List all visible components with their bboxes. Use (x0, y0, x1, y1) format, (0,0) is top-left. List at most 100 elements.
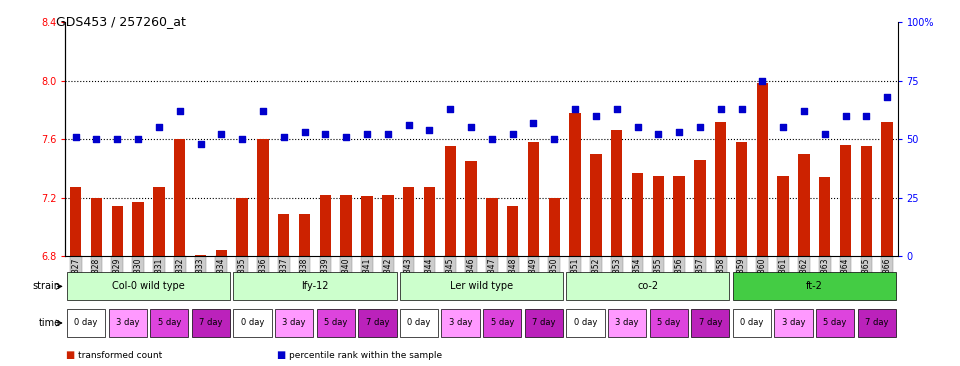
Point (214, 131, 229, 137)
Text: 5 day: 5 day (824, 318, 847, 328)
Bar (819, 177, 830, 256)
Point (109, 136, 125, 142)
FancyBboxPatch shape (192, 309, 230, 337)
FancyBboxPatch shape (650, 309, 688, 337)
Bar (590, 154, 602, 256)
Point (546, 136, 562, 142)
FancyBboxPatch shape (442, 309, 480, 337)
Point (838, 113, 853, 119)
FancyBboxPatch shape (566, 272, 730, 300)
FancyBboxPatch shape (67, 272, 230, 300)
Bar (881, 122, 893, 256)
Text: 0 day: 0 day (407, 318, 431, 328)
Bar (632, 173, 643, 256)
Bar (195, 255, 206, 256)
Point (297, 129, 312, 135)
Bar (154, 187, 164, 256)
FancyBboxPatch shape (233, 272, 396, 300)
Bar (70, 187, 82, 256)
Bar (756, 83, 768, 256)
Text: 0 day: 0 day (740, 318, 763, 328)
Bar (548, 198, 560, 256)
Bar (735, 142, 747, 256)
Text: 5 day: 5 day (491, 318, 514, 328)
Bar (341, 195, 352, 256)
Point (152, 124, 167, 130)
Bar (694, 160, 706, 256)
Bar (653, 176, 664, 256)
Text: 5 day: 5 day (657, 318, 681, 328)
Bar (799, 154, 809, 256)
Point (255, 108, 271, 114)
Point (713, 106, 729, 112)
FancyBboxPatch shape (358, 309, 396, 337)
Point (401, 122, 417, 128)
Bar (361, 196, 372, 256)
FancyBboxPatch shape (233, 309, 272, 337)
Bar (382, 195, 394, 256)
FancyBboxPatch shape (608, 309, 646, 337)
Bar (486, 198, 497, 256)
FancyBboxPatch shape (275, 309, 313, 337)
Bar (423, 187, 435, 256)
FancyBboxPatch shape (525, 309, 563, 337)
Point (692, 124, 708, 130)
Point (505, 131, 520, 137)
Bar (216, 250, 228, 256)
Text: 7 day: 7 day (532, 318, 556, 328)
Text: lfy-12: lfy-12 (301, 281, 328, 291)
Text: 0 day: 0 day (75, 318, 98, 328)
Point (526, 120, 541, 126)
Point (817, 131, 832, 137)
Point (671, 129, 686, 135)
FancyBboxPatch shape (732, 272, 896, 300)
Text: time: time (38, 318, 60, 328)
FancyBboxPatch shape (732, 309, 771, 337)
Point (630, 124, 645, 130)
Text: 3 day: 3 day (116, 318, 139, 328)
Text: 7 day: 7 day (366, 318, 389, 328)
Point (131, 136, 146, 142)
Text: 7 day: 7 day (199, 318, 223, 328)
FancyBboxPatch shape (816, 309, 854, 337)
Point (651, 131, 666, 137)
FancyBboxPatch shape (566, 309, 605, 337)
FancyBboxPatch shape (108, 309, 147, 337)
Point (89, 136, 105, 142)
Point (276, 134, 292, 140)
Point (879, 94, 895, 100)
Text: 7 day: 7 day (699, 318, 722, 328)
Text: 3 day: 3 day (282, 318, 306, 328)
Text: ■: ■ (65, 350, 75, 360)
Text: ft-2: ft-2 (806, 281, 823, 291)
Bar (236, 198, 248, 256)
Point (755, 78, 770, 83)
Bar (111, 206, 123, 256)
Text: Col-0 wild type: Col-0 wild type (112, 281, 185, 291)
Text: co-2: co-2 (637, 281, 659, 291)
Text: 7 day: 7 day (865, 318, 889, 328)
Bar (673, 176, 684, 256)
Bar (403, 187, 415, 256)
Bar (840, 145, 852, 256)
Point (193, 141, 208, 147)
Bar (611, 130, 622, 256)
Text: 3 day: 3 day (615, 318, 638, 328)
Point (858, 113, 874, 119)
Bar (444, 146, 456, 256)
Text: GDS453 / 257260_at: GDS453 / 257260_at (56, 15, 185, 28)
Point (339, 134, 354, 140)
Point (234, 136, 250, 142)
FancyBboxPatch shape (400, 272, 563, 300)
Text: ■: ■ (276, 350, 286, 360)
Bar (466, 161, 477, 256)
Bar (569, 113, 581, 256)
Bar (132, 202, 144, 256)
Point (68, 134, 84, 140)
Point (464, 124, 479, 130)
Point (421, 127, 437, 132)
Bar (507, 206, 518, 256)
Bar (778, 176, 789, 256)
Point (380, 131, 396, 137)
Point (318, 131, 333, 137)
